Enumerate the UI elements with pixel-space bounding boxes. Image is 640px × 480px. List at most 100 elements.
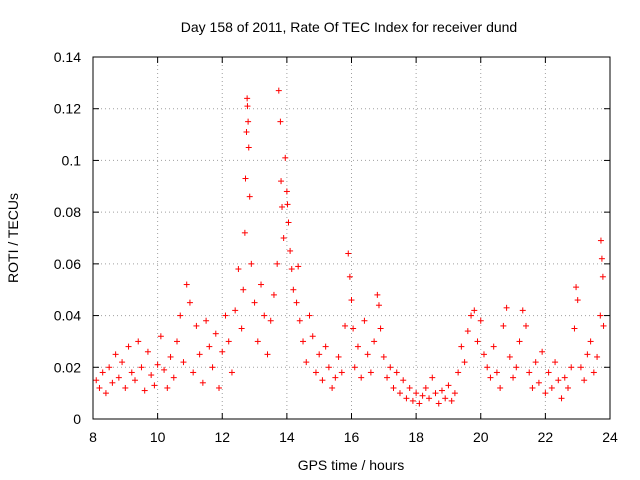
scatter-point xyxy=(597,312,604,319)
grid-lines xyxy=(93,57,610,419)
scatter-point xyxy=(258,281,265,288)
scatter-point xyxy=(122,384,129,391)
scatter-point xyxy=(445,382,452,389)
scatter-point xyxy=(438,387,445,394)
scatter-point xyxy=(102,390,109,397)
scatter-point xyxy=(535,379,542,386)
scatter-point xyxy=(177,312,184,319)
scatter-point xyxy=(303,359,310,366)
scatter-point xyxy=(371,338,378,345)
scatter-point xyxy=(571,325,578,332)
scatter-point xyxy=(332,374,339,381)
scatter-point xyxy=(106,364,113,371)
scatter-point xyxy=(594,353,601,360)
scatter-point xyxy=(522,322,529,329)
scatter-point xyxy=(545,369,552,376)
scatter-point xyxy=(109,379,116,386)
scatter-point xyxy=(245,118,252,125)
scatter-point xyxy=(574,297,581,304)
scatter-point xyxy=(384,374,391,381)
scatter-point xyxy=(396,390,403,397)
scatter-point xyxy=(295,263,302,270)
scatter-point xyxy=(403,395,410,402)
scatter-point xyxy=(510,374,517,381)
scatter-point xyxy=(193,322,200,329)
scatter-point xyxy=(325,364,332,371)
scatter-point xyxy=(568,364,575,371)
x-tick-label: 20 xyxy=(473,429,489,445)
x-tick-label: 8 xyxy=(89,429,97,445)
scatter-point xyxy=(506,353,513,360)
scatter-point xyxy=(364,351,371,358)
scatter-point xyxy=(338,369,345,376)
scatter-point xyxy=(455,369,462,376)
scatter-point xyxy=(296,317,303,324)
scatter-point xyxy=(170,374,177,381)
scatter-point xyxy=(354,343,361,350)
scatter-point xyxy=(451,390,458,397)
scatter-point xyxy=(548,384,555,391)
x-tick-label: 14 xyxy=(279,429,295,445)
scatter-point xyxy=(254,338,261,345)
scatter-point xyxy=(435,400,442,407)
scatter-point xyxy=(203,317,210,324)
scatter-point xyxy=(346,273,353,280)
scatter-point xyxy=(148,372,155,379)
y-tick-label: 0.04 xyxy=(54,308,81,324)
scatter-point xyxy=(288,266,295,273)
y-axis-label: ROTI / TECUs xyxy=(5,193,21,283)
scatter-point xyxy=(248,260,255,267)
scatter-point xyxy=(513,364,520,371)
scatter-point xyxy=(380,353,387,360)
scatter-point xyxy=(361,317,368,324)
scatter-point xyxy=(319,377,326,384)
scatter-point xyxy=(154,361,161,368)
scatter-point xyxy=(597,237,604,244)
scatter-point xyxy=(115,374,122,381)
y-tick-label: 0.1 xyxy=(62,152,82,168)
scatter-point xyxy=(542,390,549,397)
scatter-point xyxy=(390,384,397,391)
y-tick-label: 0.06 xyxy=(54,256,81,272)
scatter-point xyxy=(112,351,119,358)
scatter-point xyxy=(186,299,193,306)
scatter-point xyxy=(468,312,475,319)
y-tick-label: 0.12 xyxy=(54,101,81,117)
scatter-point xyxy=(216,384,223,391)
scatter-point xyxy=(212,330,219,337)
scatter-point xyxy=(238,325,245,332)
scatter-point xyxy=(287,247,294,254)
scatter-point xyxy=(282,154,289,161)
scatter-point xyxy=(243,128,250,135)
scatter-point xyxy=(577,364,584,371)
scatter-point xyxy=(471,307,478,314)
scatter-point xyxy=(490,343,497,350)
scatter-point xyxy=(270,291,277,298)
scatter-point xyxy=(477,317,484,324)
axes: 8 10 12 14 16 18 20 22 24 0 0.02 0.04 0.06 0.08 0.1 0.1… xyxy=(54,49,618,445)
scatter-point xyxy=(99,369,106,376)
scatter-point xyxy=(264,351,271,358)
scatter-point xyxy=(125,343,132,350)
scatter-point xyxy=(244,103,251,110)
scatter-point xyxy=(242,175,249,182)
x-tick-label: 10 xyxy=(150,429,166,445)
scatter-point xyxy=(345,250,352,257)
scatter-point xyxy=(429,374,436,381)
scatter-point xyxy=(283,188,290,195)
scatter-point xyxy=(199,379,206,386)
plot-frame xyxy=(92,56,611,420)
scatter-point xyxy=(244,95,251,102)
scatter-point xyxy=(409,397,416,404)
scatter-point xyxy=(144,348,151,355)
scatter-point xyxy=(335,353,342,360)
scatter-point xyxy=(96,384,103,391)
scatter-point xyxy=(275,87,282,94)
y-tick-label: 0.02 xyxy=(54,359,81,375)
scatter-point xyxy=(413,390,420,397)
scatter-points xyxy=(93,87,607,407)
scatter-point xyxy=(222,312,229,319)
scatter-point xyxy=(503,304,510,311)
scatter-point xyxy=(235,266,242,273)
